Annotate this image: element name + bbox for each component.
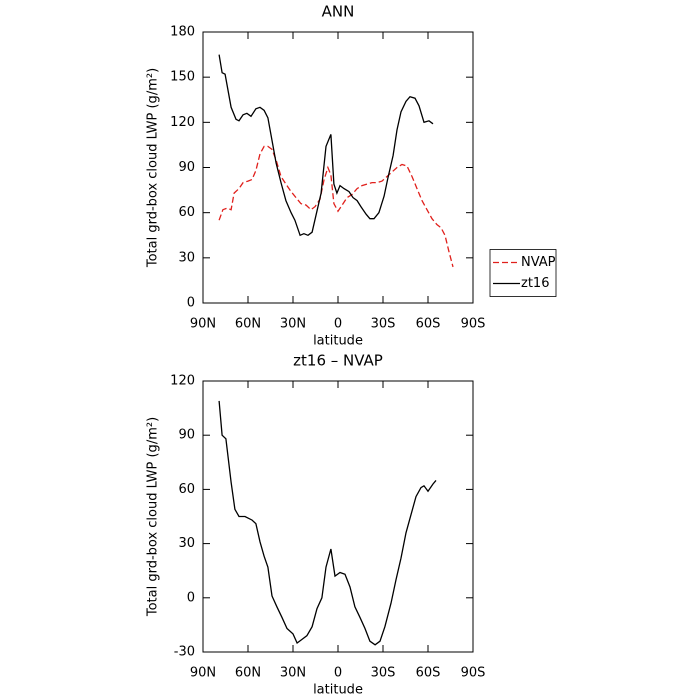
x-tick-label: 30N: [280, 666, 306, 681]
y-tick-label: 60: [178, 205, 195, 220]
legend-box: [489, 249, 557, 297]
x-tick-label: 0: [334, 666, 342, 681]
y-tick-label: 180: [170, 25, 195, 40]
y-tick-label: 30: [178, 250, 195, 265]
data-line: [218, 145, 454, 268]
y-tick-label: 120: [170, 374, 195, 389]
x-tick-label: 90S: [461, 317, 486, 332]
y-tick-label: 150: [170, 70, 195, 85]
x-tick-label: 30N: [280, 317, 306, 332]
x-tick-label: 60N: [235, 317, 261, 332]
y-tick-label: 60: [178, 482, 195, 497]
legend-label: zt16: [521, 276, 549, 291]
x-axis-label: latitude: [313, 683, 363, 698]
y-tick-label: -30: [174, 645, 195, 660]
plot-frame: [202, 31, 474, 304]
x-tick-label: 90N: [190, 666, 216, 681]
x-tick-label: 30S: [371, 666, 396, 681]
chart-title: zt16 – NVAP: [293, 352, 383, 370]
x-tick-label: 60S: [416, 666, 441, 681]
y-tick-label: 0: [187, 590, 195, 605]
data-line: [218, 54, 434, 237]
legend: NVAP zt16: [489, 249, 557, 297]
chart-title: ANN: [322, 3, 355, 21]
x-tick-label: 60N: [235, 666, 261, 681]
y-tick-label: 30: [178, 536, 195, 551]
y-axis-label: Total grd-box cloud LWP (g/m²): [146, 68, 161, 268]
x-tick-label: 60S: [416, 317, 441, 332]
x-tick-label: 90N: [190, 317, 216, 332]
y-tick-label: 90: [178, 428, 195, 443]
y-tick-label: 90: [178, 160, 195, 175]
y-axis-label: Total grd-box cloud LWP (g/m²): [146, 417, 161, 617]
legend-label: NVAP: [521, 255, 556, 270]
y-tick-label: 120: [170, 115, 195, 130]
x-axis-label: latitude: [313, 334, 363, 349]
x-tick-label: 90S: [461, 666, 486, 681]
data-line: [218, 400, 437, 646]
x-tick-label: 0: [334, 317, 342, 332]
y-tick-label: 0: [187, 296, 195, 311]
x-tick-label: 30S: [371, 317, 396, 332]
